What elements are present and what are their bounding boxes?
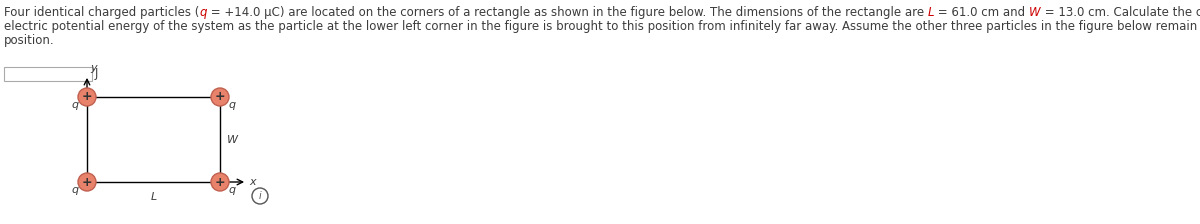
- Text: = 61.0 cm and: = 61.0 cm and: [935, 6, 1030, 19]
- Circle shape: [252, 188, 268, 204]
- Text: W: W: [227, 135, 238, 145]
- Text: position.: position.: [4, 34, 55, 47]
- Text: L: L: [151, 192, 157, 202]
- Text: Four identical charged particles (: Four identical charged particles (: [4, 6, 199, 19]
- Text: +: +: [82, 90, 92, 103]
- Text: electric potential energy of the system as the particle at the lower left corner: electric potential energy of the system …: [4, 20, 1200, 33]
- Circle shape: [211, 173, 229, 191]
- FancyBboxPatch shape: [4, 67, 92, 81]
- Text: q: q: [199, 6, 206, 19]
- Circle shape: [211, 88, 229, 106]
- Text: J: J: [95, 67, 98, 80]
- Text: L: L: [928, 6, 935, 19]
- Text: q: q: [72, 185, 78, 195]
- Text: +: +: [215, 175, 226, 189]
- Text: +: +: [215, 90, 226, 103]
- Text: W: W: [1030, 6, 1040, 19]
- Text: x: x: [250, 177, 256, 187]
- Text: i: i: [259, 191, 262, 201]
- Text: q: q: [228, 100, 235, 110]
- Text: = 13.0 cm. Calculate the change in: = 13.0 cm. Calculate the change in: [1040, 6, 1200, 19]
- Text: = +14.0 μC) are located on the corners of a rectangle as shown in the figure bel: = +14.0 μC) are located on the corners o…: [206, 6, 928, 19]
- Text: y: y: [90, 63, 97, 73]
- Text: +: +: [82, 175, 92, 189]
- Text: q: q: [228, 185, 235, 195]
- Circle shape: [78, 173, 96, 191]
- Text: q: q: [72, 100, 78, 110]
- Circle shape: [78, 88, 96, 106]
